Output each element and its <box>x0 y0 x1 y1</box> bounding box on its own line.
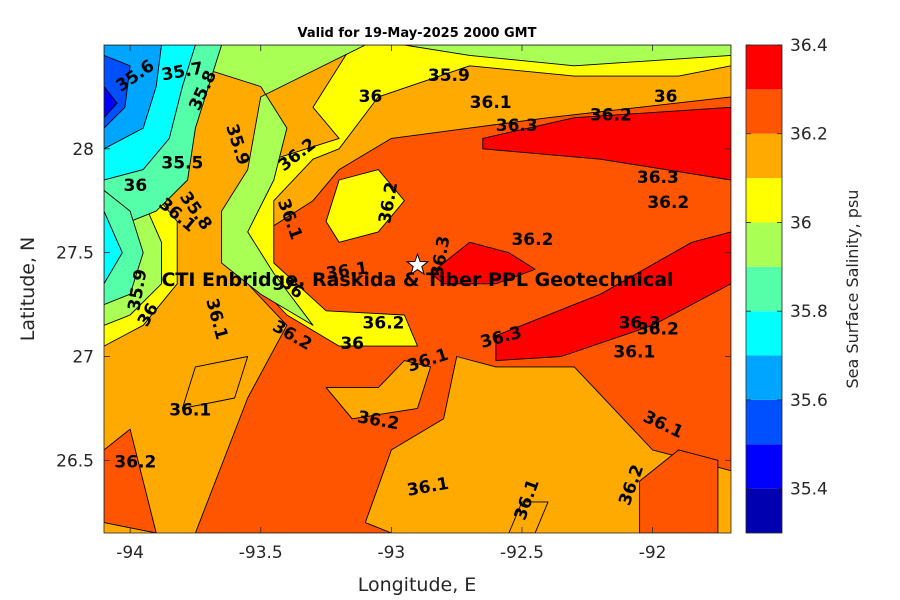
colorbar-tick-label: 36.4 <box>790 36 828 56</box>
colorbar <box>746 45 782 533</box>
contour-label: 36.1 <box>470 93 512 113</box>
colorbar-band <box>746 45 782 90</box>
colorbar-ticks: 35.4 35.6 35.8 36 36.2 36.4 <box>746 36 828 500</box>
colorbar-band <box>746 311 782 356</box>
site-annotation: CTI Enbridge, Raskida & Tiber PPL Geotec… <box>161 252 674 291</box>
salinity-region-36.1 <box>181 356 249 409</box>
contour-label: 36.1 <box>169 400 211 420</box>
x-tick-label: -93.5 <box>239 543 283 563</box>
salinity-region-36.3 <box>495 231 731 362</box>
colorbar-tick-label: 35.4 <box>790 480 828 500</box>
salinity-region-36.3 <box>482 106 731 181</box>
contour-label: 36.3 <box>496 116 538 136</box>
contour-label: 36.2 <box>647 193 689 213</box>
x-axis-label: Longitude, E <box>358 574 477 596</box>
colorbar-band <box>746 488 782 533</box>
x-tick-label: -93 <box>377 543 405 563</box>
contour-label: 36.2 <box>590 106 632 126</box>
contour-label: 36 <box>124 176 148 196</box>
salinity-region-35.7 <box>104 210 123 285</box>
colorbar-tick-label: 35.6 <box>790 391 828 411</box>
salinity-region-36.1 <box>508 501 549 533</box>
colorbar-band <box>746 178 782 223</box>
contour-label: 36.2 <box>114 452 156 472</box>
site-star-marker <box>405 252 430 276</box>
salinity-region-36.1 <box>325 360 432 420</box>
y-tick-label: 27 <box>72 347 94 367</box>
colorbar-band <box>746 399 782 445</box>
salinity-region-35.4 <box>104 86 118 119</box>
colorbar-tick-label: 36.2 <box>790 125 828 145</box>
y-axis: 26.5 27 27.5 28 <box>56 140 731 471</box>
x-tick-label: -92 <box>639 543 667 563</box>
y-tick-label: 26.5 <box>56 451 94 471</box>
contour-label: 36 <box>654 87 678 107</box>
colorbar-label: Sea Surface Salinity, psu <box>843 190 862 389</box>
x-axis: -94 -93.5 -93 -92.5 -92 <box>116 45 667 563</box>
site-label: CTI Enbridge, Raskida & Tiber PPL Geotec… <box>161 269 673 291</box>
contour-label: 35.9 <box>428 66 470 86</box>
salinity-region-35.8 <box>104 189 144 306</box>
salinity-region-36.3 <box>430 241 536 285</box>
y-tick-label: 27.5 <box>56 244 94 264</box>
x-tick-label: -92.5 <box>500 543 544 563</box>
colorbar-band <box>746 89 782 134</box>
contour-label: 36.3 <box>637 168 679 188</box>
contour-label: 36 <box>359 87 383 107</box>
salinity-region-35.9 <box>403 45 731 67</box>
plot-area <box>104 45 731 533</box>
contour-label: 36.2 <box>363 313 405 333</box>
colorbar-frame <box>745 44 783 534</box>
contour-label: 36 <box>340 334 364 354</box>
contour-label: 36.1 <box>613 342 655 362</box>
colorbar-band <box>746 355 782 400</box>
x-tick-label: -94 <box>116 543 144 563</box>
plot-frame <box>103 44 732 534</box>
contour-label: 36.2 <box>511 230 553 250</box>
salinity-region-36 <box>325 169 405 243</box>
colorbar-band <box>746 266 782 312</box>
colorbar-band <box>746 133 782 179</box>
colorbar-tick-label: 36 <box>790 213 812 233</box>
colorbar-band <box>746 222 782 267</box>
chart-title: Valid for 19-May-2025 2000 GMT <box>298 26 537 41</box>
salinity-region-36.2 <box>639 449 719 533</box>
y-axis-label: Latitude, N <box>17 237 39 342</box>
y-tick-label: 28 <box>72 140 94 160</box>
contour-label: 36.2 <box>637 319 679 339</box>
contour-label: 35.5 <box>161 153 203 173</box>
colorbar-tick-label: 35.8 <box>790 302 828 322</box>
salinity-region-35.9 <box>104 45 366 326</box>
contour-label: 36.3 <box>619 313 661 333</box>
colorbar-band <box>746 444 782 489</box>
salinity-region-36.2 <box>104 428 157 533</box>
